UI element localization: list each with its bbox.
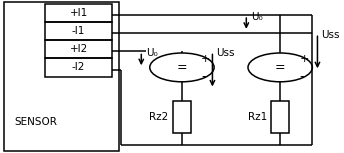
Bar bbox=[45, 58, 112, 76]
Text: SENSOR: SENSOR bbox=[15, 117, 58, 127]
Text: -: - bbox=[300, 70, 304, 83]
Text: +I1: +I1 bbox=[69, 8, 88, 18]
Text: +: + bbox=[201, 54, 211, 64]
Bar bbox=[45, 22, 112, 40]
Bar bbox=[45, 4, 112, 22]
Bar bbox=[4, 2, 119, 151]
Text: +: + bbox=[300, 54, 309, 64]
Text: +I2: +I2 bbox=[69, 44, 88, 54]
Text: =: = bbox=[176, 61, 187, 74]
Text: Uss: Uss bbox=[321, 30, 339, 40]
Text: U₀: U₀ bbox=[146, 49, 158, 58]
Text: =: = bbox=[275, 61, 286, 74]
Bar bbox=[271, 101, 290, 133]
Text: Rz2: Rz2 bbox=[149, 112, 169, 122]
Text: Uss: Uss bbox=[216, 49, 234, 58]
Text: -I2: -I2 bbox=[72, 62, 85, 72]
Text: -I1: -I1 bbox=[72, 26, 85, 36]
Bar bbox=[173, 101, 191, 133]
Text: U₀: U₀ bbox=[251, 12, 263, 22]
Text: Rz1: Rz1 bbox=[248, 112, 267, 122]
Bar bbox=[45, 40, 112, 58]
Text: -: - bbox=[201, 70, 206, 83]
